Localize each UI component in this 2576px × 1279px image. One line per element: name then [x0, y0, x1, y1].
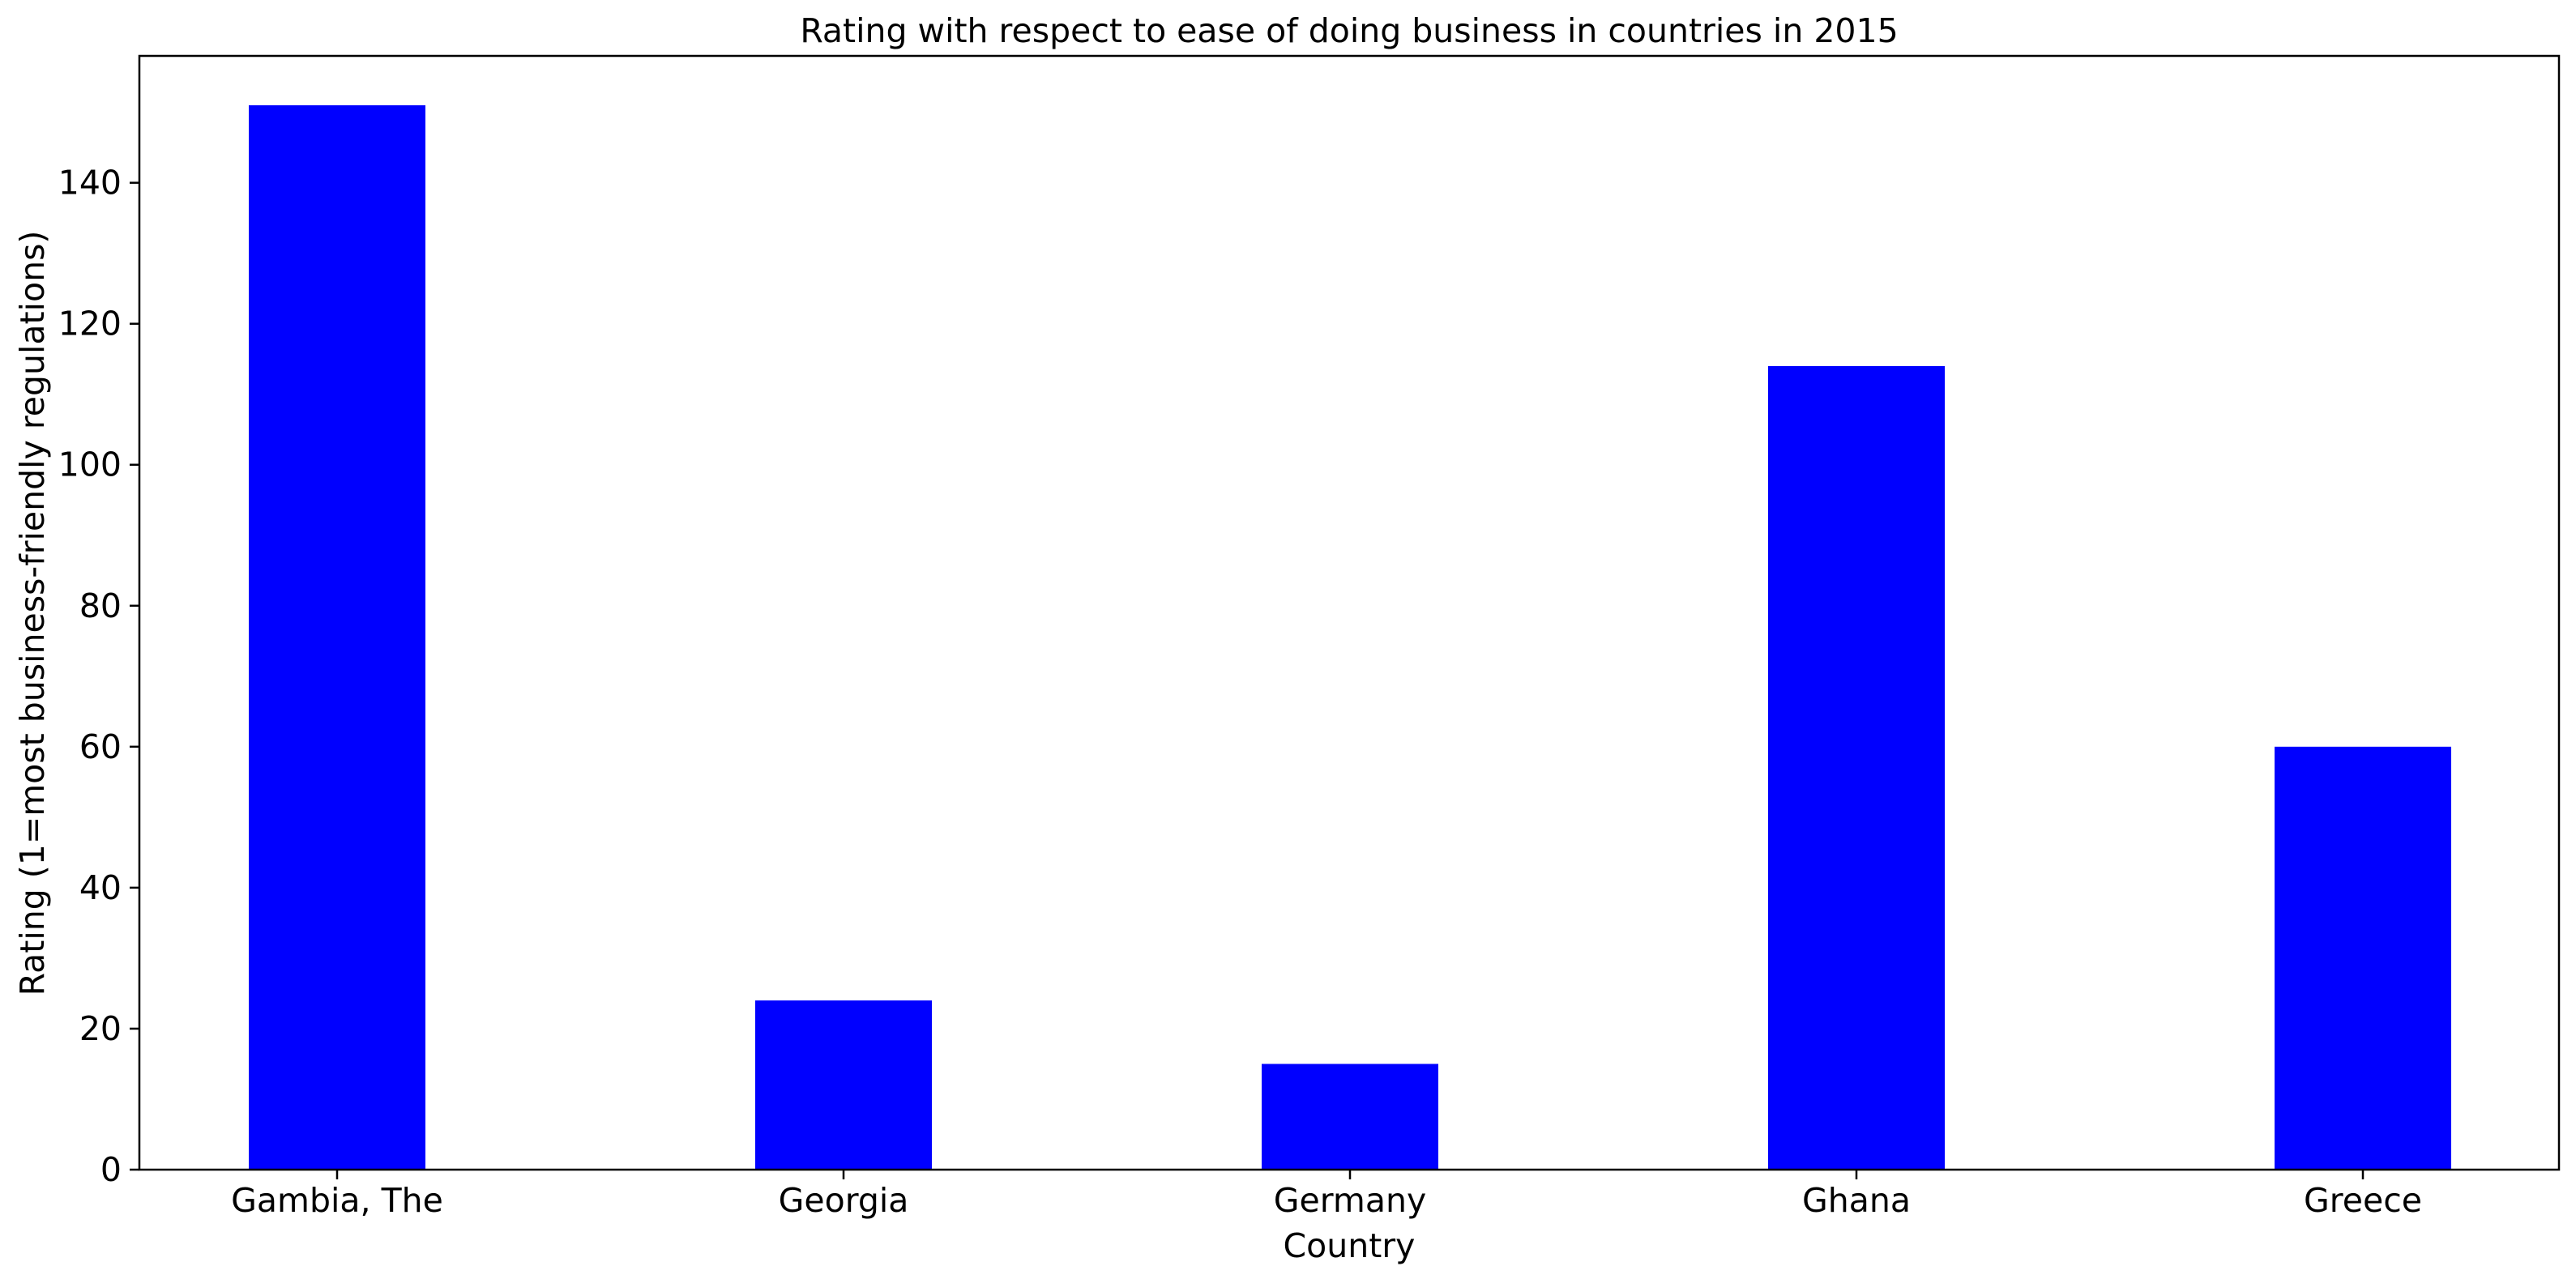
- y-axis-label: Rating (1=most business-friendly regulat…: [13, 231, 52, 996]
- y-tick-label: 40: [79, 868, 122, 907]
- bar-greece: [2275, 746, 2451, 1170]
- bar-ghana: [1768, 365, 1945, 1170]
- plot-frame: [138, 54, 2561, 1171]
- x-tick-label: Germany: [1274, 1181, 1426, 1220]
- y-tick-label: 80: [79, 586, 122, 625]
- x-tick-label: Gambia, The: [231, 1181, 443, 1220]
- y-tick-label: 100: [58, 446, 122, 484]
- bar-georgia: [755, 1000, 932, 1170]
- x-tick-label: Georgia: [779, 1181, 909, 1220]
- bar-germany: [1262, 1064, 1438, 1170]
- y-axis-ticks: 0 20 40 60 80 100 120 140: [58, 164, 139, 1189]
- bar-gambia-the: [249, 104, 425, 1170]
- y-tick-label: 60: [79, 727, 122, 766]
- plot-area: 0 20 40 60 80 100 120 140 Gambia, The Georgia Ger…: [58, 54, 2561, 1220]
- y-tick-label: 0: [100, 1150, 122, 1189]
- chart-title: Rating with respect to ease of doing bus…: [800, 11, 1898, 50]
- y-tick-label: 140: [58, 164, 122, 203]
- bars-group: [249, 104, 2451, 1170]
- x-tick-label: Greece: [2304, 1181, 2422, 1220]
- x-tick-label: Ghana: [1802, 1181, 1911, 1220]
- x-axis-label: Country: [1284, 1226, 1416, 1265]
- y-tick-label: 120: [58, 305, 122, 343]
- y-tick-label: 20: [79, 1009, 122, 1048]
- x-axis-ticks: Gambia, The Georgia Germany Ghana Greece: [231, 1170, 2422, 1220]
